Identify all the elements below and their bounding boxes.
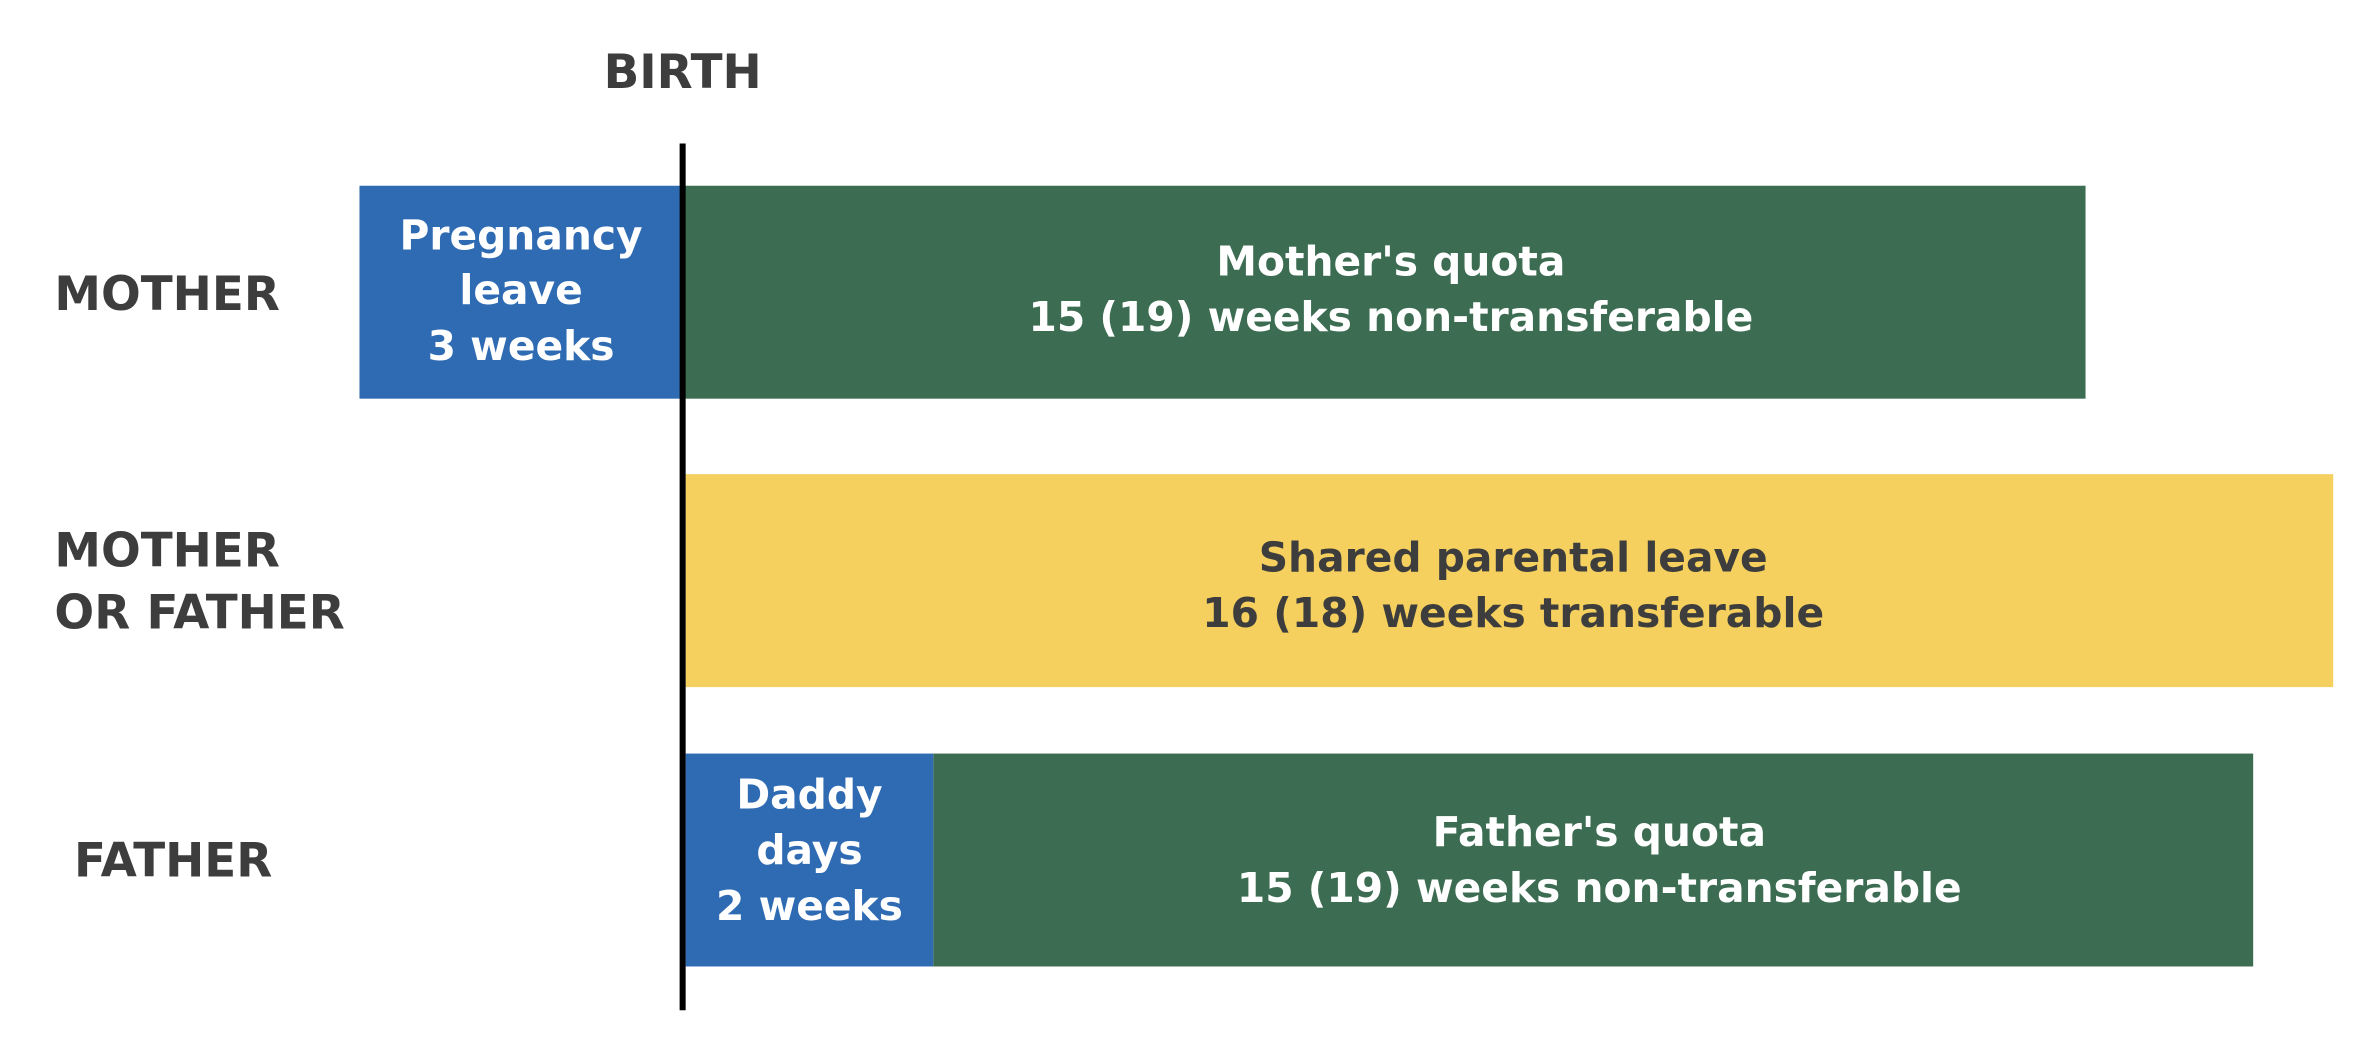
row-label: FATHER [74,834,272,888]
block-text: leave [459,266,582,314]
pregnancy-leave-block [359,185,683,399]
father-quota-block [933,753,2254,967]
row-label: OR FATHER [54,587,344,641]
block-text: Shared parental leave [1259,533,1768,581]
block-text: 3 weeks [428,322,615,370]
daddy-days-block [685,753,934,967]
block-text: Daddy [736,770,882,818]
block-text: 15 (19) weeks non-transferable [1237,864,1962,912]
block-text: Mother's quota [1216,237,1565,285]
block-text: 2 weeks [716,882,903,930]
block-text: 16 (18) weeks transferable [1202,589,1824,637]
block-text: 15 (19) weeks non-transferable [1028,293,1753,341]
mother-quota-block [682,185,2086,399]
birth-label: BIRTH [604,46,762,100]
shared-leave-block [685,474,2334,688]
row-label: MOTHER [54,525,279,579]
row-label: MOTHER [54,268,279,322]
block-text: Father's quota [1433,808,1766,856]
block-text: days [756,826,862,874]
block-text: Pregnancy [399,212,642,260]
